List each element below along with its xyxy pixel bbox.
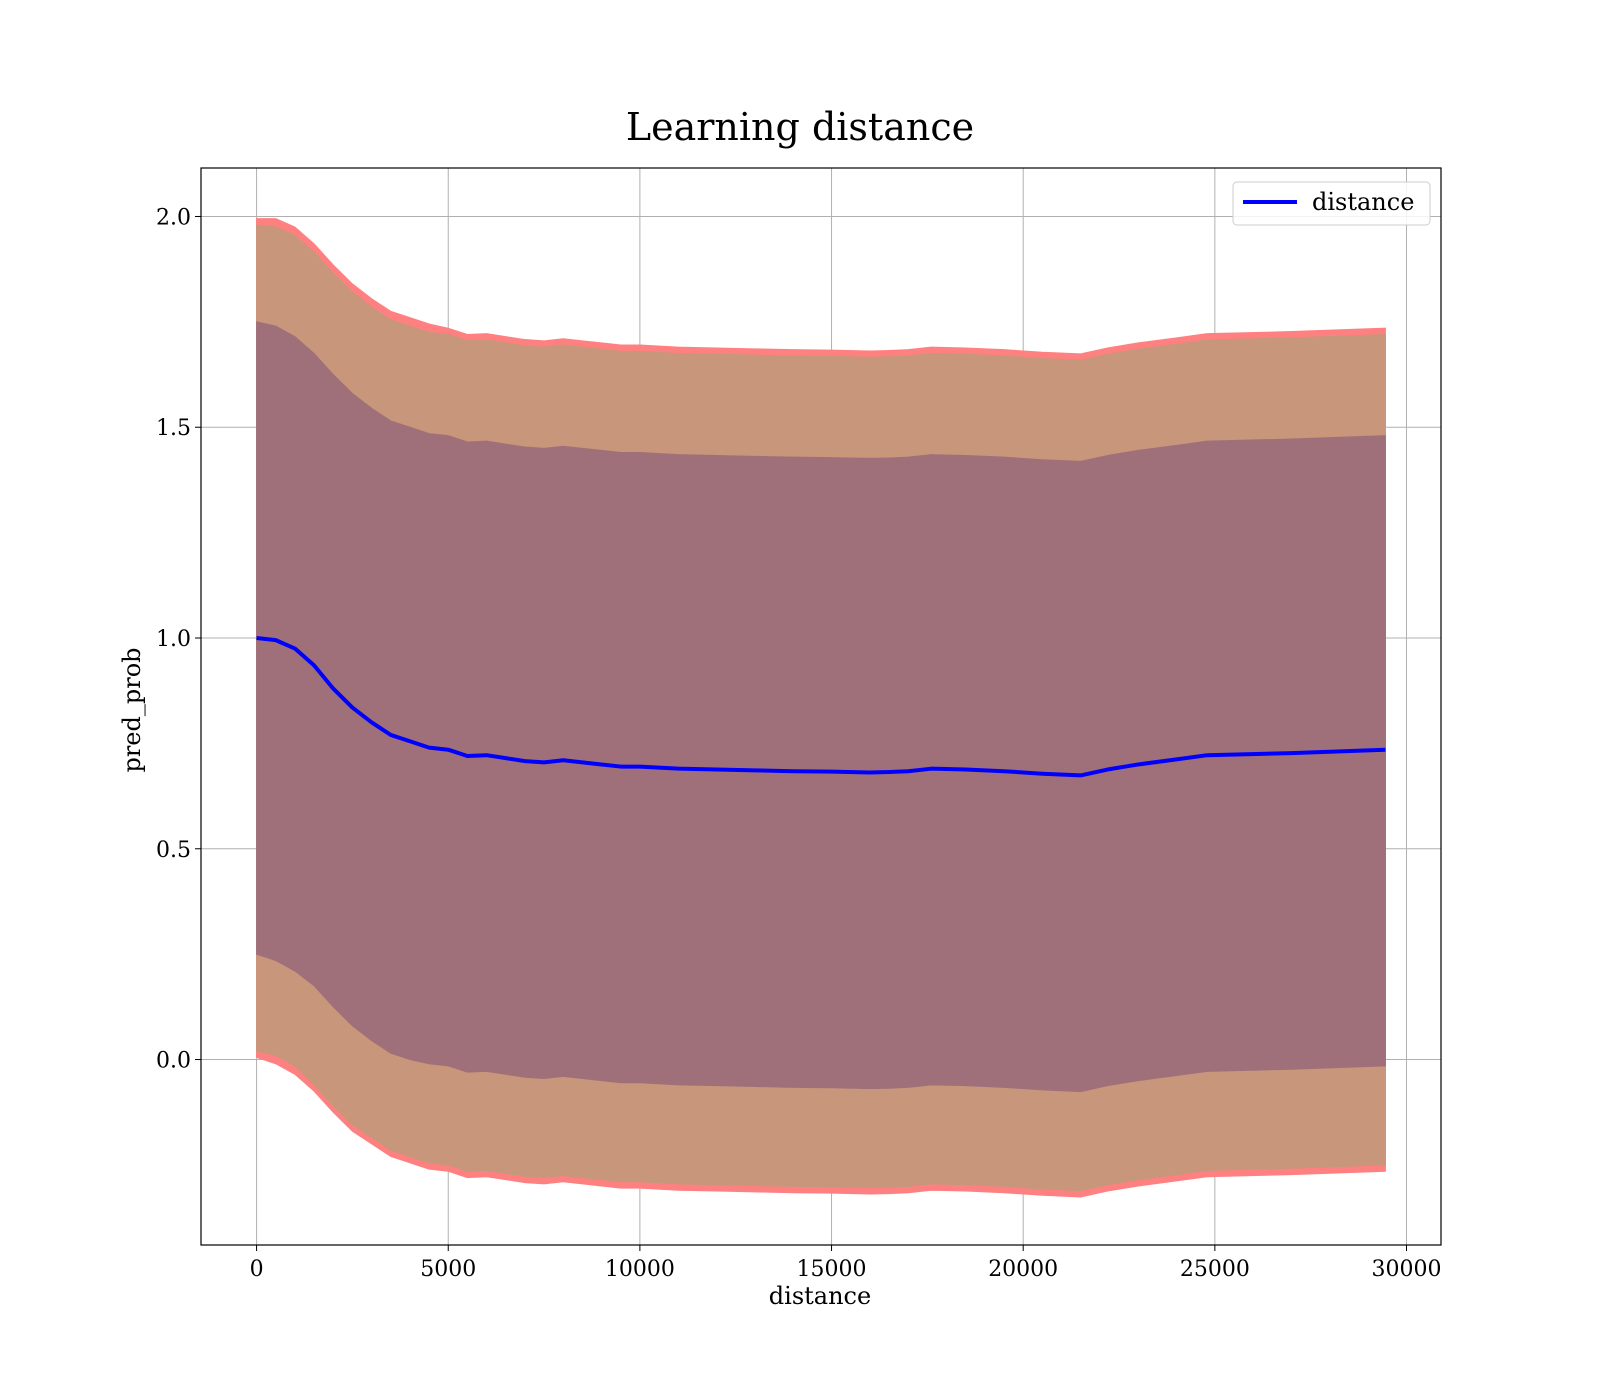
x-axis-ticks: 0 5000 10000 15000 20000 25000 30000	[250, 1245, 1442, 1282]
plot-area-frame	[200, 167, 1442, 1246]
x-tick-label: 25000	[1180, 1257, 1250, 1282]
y-tick-label: 0.0	[156, 1049, 191, 1074]
legend-frame	[1232, 181, 1431, 226]
confidence-bands	[256, 218, 1386, 1198]
series-line-distance	[256, 636, 1386, 778]
y-axis-ticks: 0.0 0.5 1.0 1.5 2.0	[156, 205, 201, 1074]
y-tick-label: 2.0	[156, 205, 191, 230]
x-tick-label: 10000	[605, 1257, 675, 1282]
x-tick-label: 0	[250, 1257, 264, 1282]
y-tick-label: 1.0	[156, 627, 191, 652]
inner-band	[256, 321, 1386, 1093]
x-tick-label: 20000	[988, 1257, 1058, 1282]
x-tick-label: 5000	[420, 1257, 476, 1282]
legend: distance	[1232, 181, 1431, 226]
x-tick-label: 15000	[797, 1257, 867, 1282]
y-axis-label: pred_prob	[118, 647, 146, 772]
x-tick-label: 30000	[1372, 1257, 1442, 1282]
y-tick-label: 0.5	[156, 838, 191, 863]
legend-label: distance	[1312, 188, 1414, 216]
x-axis-label: distance	[769, 1282, 871, 1310]
y-tick-label: 1.5	[156, 416, 191, 441]
series-lines	[256, 636, 1386, 778]
chart-title: Learning distance	[626, 105, 974, 149]
